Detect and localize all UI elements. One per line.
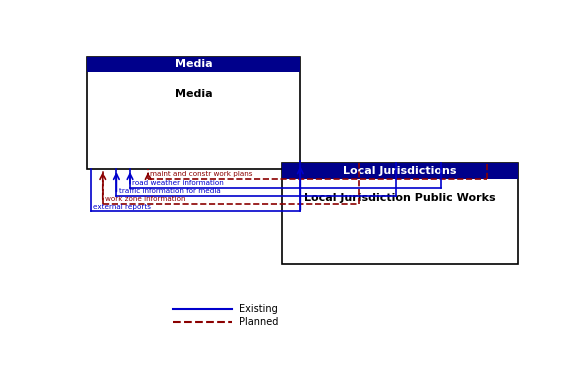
Text: Local Jurisdictions: Local Jurisdictions [343,166,457,176]
Bar [282,164,519,264]
Bar [87,57,300,72]
Text: traffic information for media: traffic information for media [118,188,220,194]
Text: maint and constr work plans: maint and constr work plans [151,171,253,177]
Text: external reports: external reports [93,204,151,210]
Text: Planned: Planned [239,317,278,327]
Text: Local Jurisdiction Public Works: Local Jurisdiction Public Works [304,193,496,203]
Text: Existing: Existing [239,304,278,314]
Text: work zone information: work zone information [105,196,186,202]
Text: Media: Media [175,60,212,69]
Bar [87,57,300,169]
Bar [282,164,519,179]
Text: Media: Media [175,89,212,99]
Text: road weather information: road weather information [132,180,224,186]
